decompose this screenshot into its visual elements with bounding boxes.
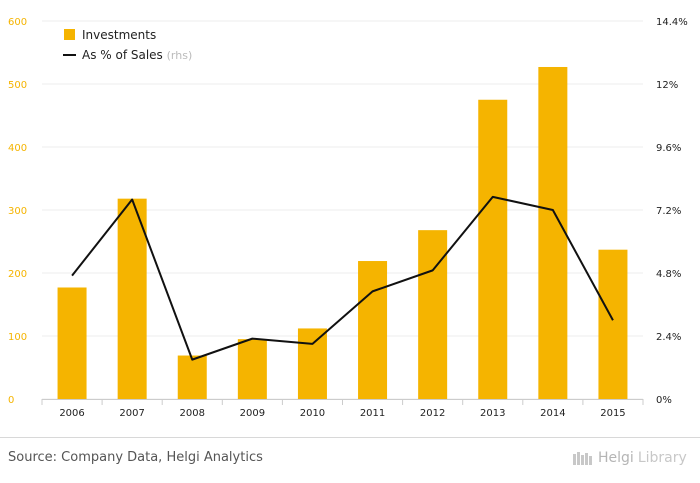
bar <box>237 339 267 399</box>
line-series <box>71 195 614 361</box>
y-right-tick-label: 0% <box>656 395 672 406</box>
library-icon <box>573 452 592 465</box>
legend-label-rhs: (rhs) <box>167 49 193 62</box>
y-right-tick-label: 9.6% <box>656 143 681 154</box>
x-tick-label: 2013 <box>480 408 505 419</box>
legend-label-sales-pct: As % of Sales (rhs) <box>82 48 192 62</box>
bar <box>57 287 87 399</box>
chart: 0 0% 100 2.4% 200 4.8% 300 7.2% 400 9.6% 500 12% 600… <box>8 17 688 419</box>
x-tick-label: 2011 <box>360 408 385 419</box>
bar <box>177 355 207 399</box>
y-left-tick-label: 500 <box>8 80 27 91</box>
footer-divider <box>0 437 700 438</box>
legend-label-investments: Investments <box>82 28 156 42</box>
legend-marker-investments <box>64 29 75 40</box>
y-left-tick-label: 200 <box>8 269 27 280</box>
x-tick-label: 2007 <box>119 408 144 419</box>
x-tick-label: 2014 <box>540 408 565 419</box>
y-right-tick-label: 4.8% <box>656 269 681 280</box>
y-right-tick-label: 12% <box>656 80 678 91</box>
bar <box>358 261 388 399</box>
y-left-tick-label: 400 <box>8 143 27 154</box>
logo-text-library: Library <box>637 450 687 466</box>
x-tick-label: 2015 <box>600 408 625 419</box>
bar <box>478 99 508 399</box>
y-left-tick-label: 0 <box>8 395 14 406</box>
bar <box>297 328 327 399</box>
bar <box>418 230 448 399</box>
bar <box>117 198 147 399</box>
x-tick-label: 2006 <box>59 408 84 419</box>
y-right-tick-label: 14.4% <box>656 17 688 28</box>
source-note: Source: Company Data, Helgi Analytics <box>8 450 263 465</box>
bar <box>598 249 628 399</box>
y-left-tick-label: 100 <box>8 332 27 343</box>
bar <box>538 66 568 400</box>
y-right-tick-label: 2.4% <box>656 332 681 343</box>
x-tick-label: 2009 <box>240 408 265 419</box>
x-tick-label: 2008 <box>180 408 205 419</box>
y-right-tick-label: 7.2% <box>656 206 681 217</box>
x-tick-label: 2010 <box>300 408 325 419</box>
x-tick-label: 2012 <box>420 408 445 419</box>
logo-text-helgi: Helgi <box>598 450 634 466</box>
helgi-library-logo[interactable]: Helgi Library <box>572 450 687 466</box>
y-left-tick-label: 300 <box>8 206 27 217</box>
y-left-tick-label: 600 <box>8 17 27 28</box>
